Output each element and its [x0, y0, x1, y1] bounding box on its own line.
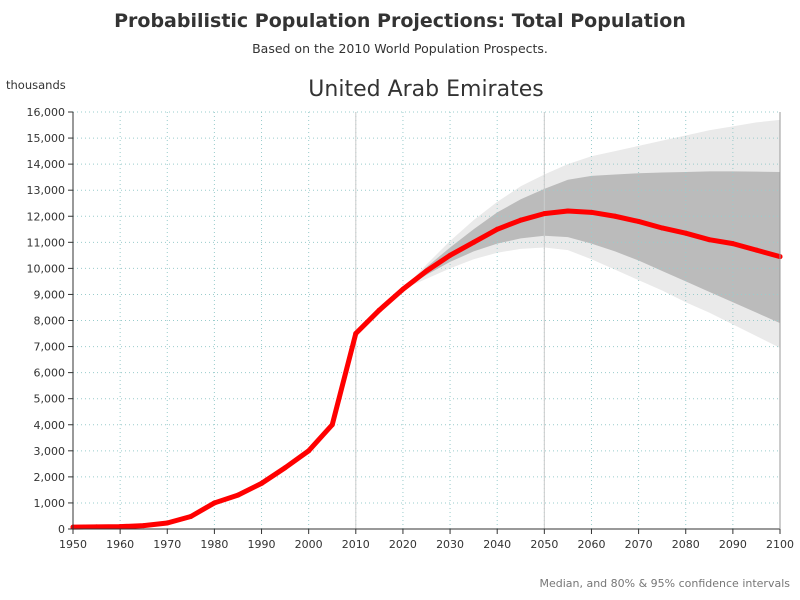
- x-tick-label: 1970: [153, 538, 181, 551]
- median-point: [329, 422, 335, 428]
- y-tick-label: 8,000: [34, 315, 66, 328]
- x-tick-label: 1960: [106, 538, 134, 551]
- y-tick-label: 5,000: [34, 393, 66, 406]
- x-tick-label: 2070: [625, 538, 653, 551]
- median-point: [424, 268, 429, 274]
- x-tick-label: 2060: [577, 538, 605, 551]
- median-point: [706, 237, 712, 243]
- median-point: [753, 247, 759, 253]
- median-point: [494, 226, 500, 232]
- median-point: [211, 500, 217, 506]
- chart-title: United Arab Emirates: [308, 77, 544, 102]
- page-title: Probabilistic Population Projections: To…: [114, 10, 686, 32]
- ci80-layer: [402, 171, 780, 324]
- y-tick-label: 6,000: [34, 367, 66, 380]
- x-tick-label: 1950: [59, 538, 87, 551]
- median-point: [117, 524, 123, 530]
- y-tick-label: 13,000: [27, 184, 66, 197]
- x-tick-label: 2030: [436, 538, 464, 551]
- y-tick-label: 2,000: [34, 471, 66, 484]
- median-point: [164, 520, 170, 526]
- y-tick-label: 12,000: [27, 210, 66, 223]
- y-tick-label: 15,000: [27, 132, 66, 145]
- median-point: [353, 331, 359, 337]
- y-tick-label: 7,000: [34, 341, 66, 354]
- median-point: [94, 524, 100, 530]
- y-tick-label: 4,000: [34, 419, 66, 432]
- page-subtitle: Based on the 2010 World Population Prosp…: [252, 41, 548, 56]
- y-tick-label: 11,000: [27, 236, 66, 249]
- median-point: [612, 213, 618, 219]
- x-ticks-layer: 1950 1960 1970 1980 1990 2000 2010 2020 2030 2040…: [59, 529, 794, 551]
- x-tick-label: 2090: [719, 538, 747, 551]
- y-tick-label: 3,000: [34, 445, 66, 458]
- ci80-band: [402, 171, 780, 324]
- median-point: [518, 217, 524, 223]
- y-axis-units-label: thousands: [6, 78, 66, 92]
- median-point: [447, 252, 453, 258]
- x-tick-label: 2000: [295, 538, 323, 551]
- x-tick-label: 2080: [672, 538, 700, 551]
- y-tick-label: 9,000: [34, 288, 66, 301]
- median-point: [235, 492, 241, 498]
- median-point: [588, 209, 594, 215]
- median-point: [683, 230, 689, 236]
- median-point: [376, 307, 382, 313]
- x-tick-label: 2050: [530, 538, 558, 551]
- y-tick-label: 0: [58, 523, 65, 536]
- median-point: [471, 239, 477, 245]
- x-tick-label: 2100: [766, 538, 794, 551]
- x-tick-label: 1990: [248, 538, 276, 551]
- median-point: [306, 448, 312, 454]
- median-point: [141, 523, 147, 529]
- median-point: [400, 286, 406, 292]
- y-tick-label: 16,000: [27, 106, 66, 119]
- reference-lines-layer: [355, 112, 545, 529]
- median-layer: [70, 208, 783, 530]
- x-tick-label: 2010: [342, 538, 370, 551]
- y-ticks-layer: 0 1,000 2,000 3,000 4,000 5,000 6,000 7,000 8,00…: [27, 106, 73, 536]
- median-point: [188, 513, 194, 519]
- median-point: [659, 225, 665, 231]
- x-tick-label: 2020: [389, 538, 417, 551]
- median-point: [282, 465, 288, 471]
- median-point: [636, 218, 642, 224]
- x-tick-label: 1980: [200, 538, 228, 551]
- median-point: [565, 208, 571, 214]
- median-point: [730, 241, 736, 247]
- median-point: [259, 480, 265, 486]
- y-tick-label: 1,000: [34, 497, 66, 510]
- x-tick-label: 2040: [483, 538, 511, 551]
- median-point: [541, 211, 547, 217]
- y-tick-label: 14,000: [27, 158, 66, 171]
- y-tick-label: 10,000: [27, 262, 66, 275]
- footer-note: Median, and 80% & 95% confidence interva…: [539, 577, 790, 590]
